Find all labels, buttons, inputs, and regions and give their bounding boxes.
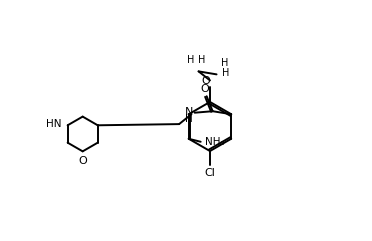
Text: H: H [198,55,205,65]
Text: H: H [185,114,193,124]
Text: H: H [221,58,229,68]
Text: Cl: Cl [205,168,215,178]
Text: H: H [186,55,194,65]
Text: O: O [201,76,210,86]
Text: O: O [78,156,87,166]
Text: N: N [185,107,193,117]
Text: O: O [201,84,209,94]
Text: NH₂: NH₂ [205,137,224,147]
Text: HN: HN [45,119,61,129]
Text: H: H [222,68,230,78]
